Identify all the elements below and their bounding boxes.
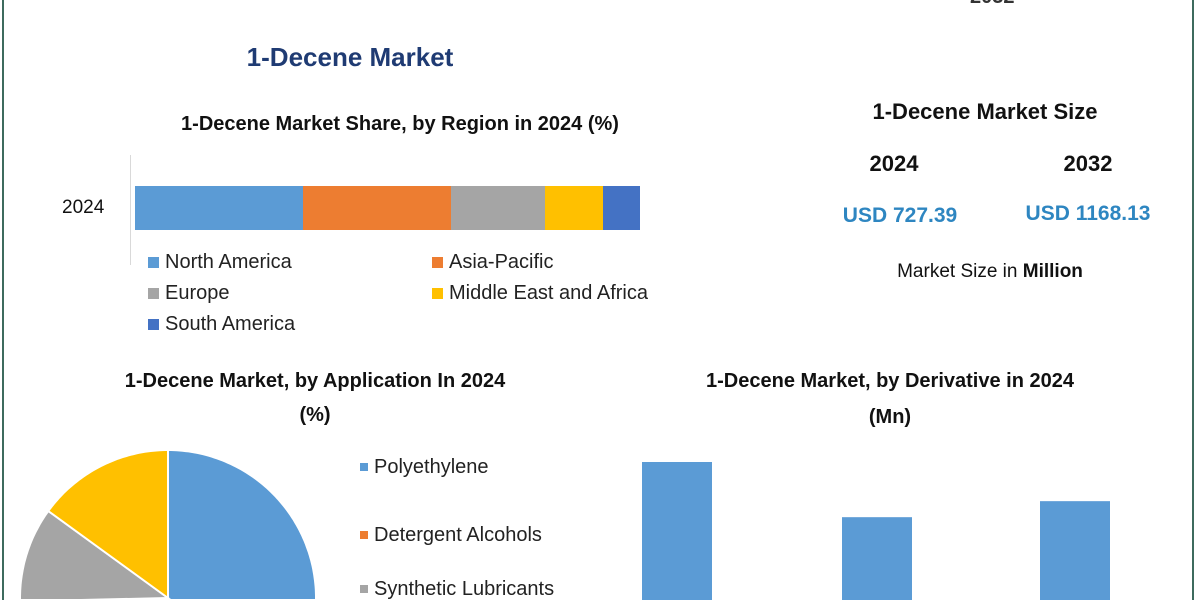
derivative-chart-title-line1: 1-Decene Market, by Derivative in 2024 bbox=[706, 370, 1074, 392]
legend-europe: Europe bbox=[148, 282, 230, 304]
clipped-year-label: 2032 bbox=[970, 0, 1015, 9]
region-chart-title: 1-Decene Market Share, by Region in 2024… bbox=[181, 113, 619, 135]
pie-slice-unlabeled bbox=[46, 449, 169, 600]
region-category-label: 2024 bbox=[62, 197, 105, 218]
region-segment-europe bbox=[451, 186, 546, 230]
market-size-note: Market Size in Million bbox=[897, 261, 1083, 282]
derivative-chart-title-line2: (Mn) bbox=[868, 406, 912, 428]
market-size-year-2024: 2024 bbox=[869, 151, 919, 176]
legend-polyethylene: Polyethylene bbox=[360, 456, 489, 478]
frame-left-border bbox=[2, 0, 4, 600]
region-segment-asia-pacific bbox=[303, 186, 452, 230]
legend-north-america: North America bbox=[148, 251, 292, 273]
legend-middle-east-africa: Middle East and Africa bbox=[432, 282, 648, 304]
region-segment-south-america bbox=[603, 186, 640, 230]
derivative-bar-3 bbox=[1040, 501, 1110, 600]
pie-slice-polyethylene bbox=[149, 449, 317, 600]
legend-asia-pacific: Asia-Pacific bbox=[432, 251, 553, 273]
region-segment-middle-east-and-africa bbox=[545, 186, 604, 230]
market-size-value-2024: USD 727.39 bbox=[842, 204, 958, 227]
region-axis-line bbox=[130, 155, 131, 265]
market-size-title: 1-Decene Market Size bbox=[872, 99, 1098, 124]
derivative-bar-1 bbox=[642, 462, 712, 600]
market-size-year-2032: 2032 bbox=[1063, 151, 1113, 176]
application-chart-title-line2: (%) bbox=[299, 404, 331, 426]
main-title: 1-Decene Market bbox=[246, 42, 454, 72]
legend-south-america: South America bbox=[148, 313, 295, 335]
derivative-bar-2 bbox=[842, 517, 912, 600]
market-size-value-2032: USD 1168.13 bbox=[1025, 202, 1151, 225]
legend-detergent-alcohols: Detergent Alcohols bbox=[360, 524, 542, 546]
region-stacked-bar bbox=[135, 186, 640, 230]
pie-slice-synthetic-lubricants bbox=[19, 509, 171, 600]
frame-right-border bbox=[1192, 0, 1194, 600]
region-segment-north-america bbox=[135, 186, 304, 230]
legend-synthetic-lubricants: Synthetic Lubricants bbox=[360, 578, 554, 600]
application-chart-title-line1: 1-Decene Market, by Application In 2024 bbox=[124, 370, 506, 392]
